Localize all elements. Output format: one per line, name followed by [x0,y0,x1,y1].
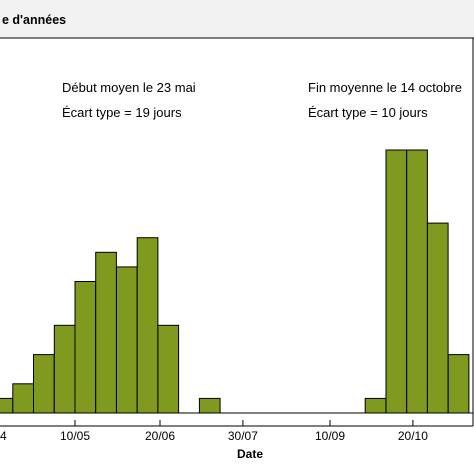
x-axis-label: Date [237,447,263,461]
histogram-bar [426,222,449,414]
annotation-end-sd: Écart type = 10 jours [308,105,428,120]
bars-group [0,149,470,414]
x-tick-label: 4 [0,429,7,443]
x-tick-label: 20/06 [145,429,175,443]
histogram-bar [406,149,428,414]
x-tick-label: 30/07 [228,429,258,443]
annotation-end-mean: Fin moyenne le 14 octobre [308,80,462,95]
histogram-bar [95,251,117,414]
x-tick-label: 20/10 [398,429,428,443]
histogram-bar [33,354,55,414]
histogram-bar [447,354,470,414]
annotation-start-sd: Écart type = 19 jours [62,105,182,120]
histogram-bar [116,266,138,414]
histogram-bar [53,324,76,414]
x-tick-label: 10/05 [60,429,90,443]
histogram-bar [157,324,180,414]
title-bar [0,0,474,38]
x-tick-label: 10/09 [315,429,345,443]
chart-title: e d'années [2,13,66,27]
histogram-bar [0,397,14,414]
annotation-start-mean: Début moyen le 23 mai [62,80,196,95]
histogram-bar [385,149,408,414]
histogram-bar [136,237,159,414]
histogram-bar [198,397,221,414]
histogram-bar [74,281,97,414]
histogram-bar [12,383,35,414]
histogram-bar [364,397,387,414]
x-ticks-group: 4 10/05 20/06 30/07 10/09 20/10 [0,420,428,443]
